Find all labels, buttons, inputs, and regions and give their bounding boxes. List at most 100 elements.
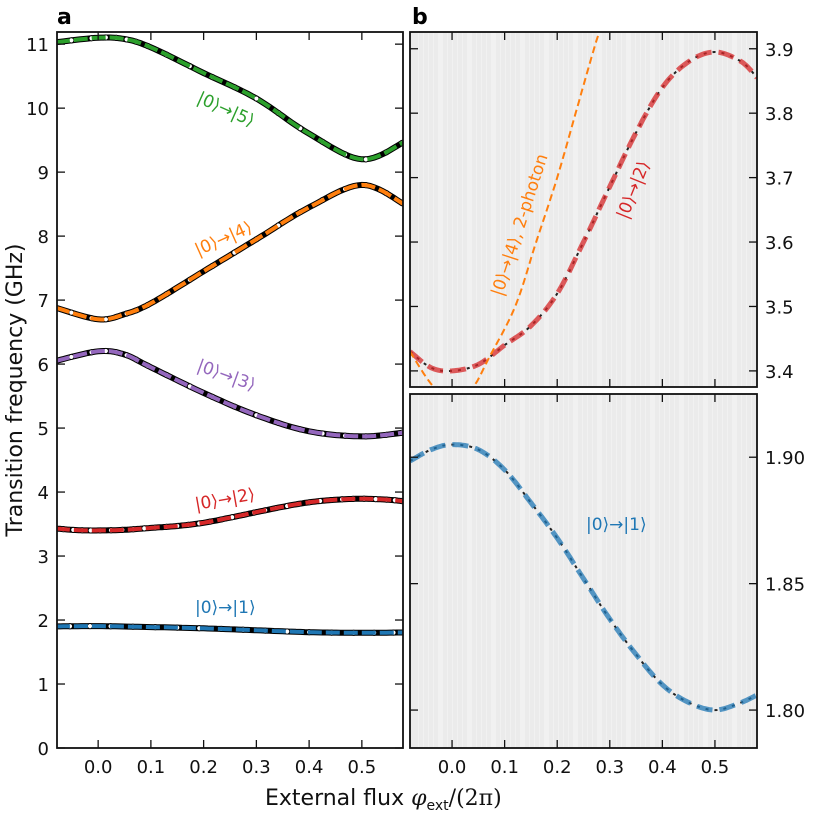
noise-stripe <box>641 394 645 748</box>
data-trace-2 <box>57 348 403 440</box>
noise-stripe <box>453 32 457 387</box>
y-tick-label: 4 <box>38 483 49 504</box>
noise-stripe <box>737 394 741 748</box>
y-tick-label: 3.5 <box>765 297 794 318</box>
noise-stripe <box>631 394 635 748</box>
noise-stripe <box>723 394 727 748</box>
noise-stripe <box>525 32 529 387</box>
noise-stripe <box>477 394 481 748</box>
label-b-0-1: |0⟩→|1⟩ <box>586 515 647 535</box>
noise-stripe <box>607 32 611 387</box>
x-tick-label: 0.0 <box>438 757 467 778</box>
noise-stripe <box>516 394 520 748</box>
noise-stripe <box>684 32 688 387</box>
y-tick-label: 2 <box>38 611 49 632</box>
noise-stripe <box>708 394 712 748</box>
noise-stripe <box>448 32 452 387</box>
y-tick-label: 3.8 <box>765 104 794 125</box>
noise-stripe <box>569 32 573 387</box>
y-tick-label: 8 <box>38 227 49 248</box>
noise-stripe <box>675 32 679 387</box>
x-tick-label: 0.1 <box>490 757 519 778</box>
x-axis-label-text: External flux <box>265 786 411 811</box>
noise-stripe <box>535 32 539 387</box>
noise-stripe <box>665 32 669 387</box>
x-tick-label: 0.4 <box>295 757 324 778</box>
noise-stripe <box>463 32 467 387</box>
noise-stripe <box>578 32 582 387</box>
label-0-4: |0⟩→|4⟩ <box>192 218 256 261</box>
noise-stripe <box>665 394 669 748</box>
data-trace-4 <box>57 34 403 163</box>
noise-stripe <box>477 32 481 387</box>
fit-line-0 <box>410 49 757 374</box>
noise-stripe <box>718 32 722 387</box>
fit-line-3 <box>57 182 403 322</box>
noise-stripe <box>655 32 659 387</box>
axes-frame <box>409 31 758 388</box>
noise-stripe <box>646 394 650 748</box>
noise-stripe <box>675 394 679 748</box>
noise-stripe <box>612 32 616 387</box>
fit-line-4 <box>57 35 403 162</box>
x-axis-label: External flux φext/(2π) <box>265 786 502 814</box>
noise-stripe <box>530 394 534 748</box>
noise-stripe <box>496 32 500 387</box>
data-trace-3 <box>57 181 403 323</box>
noise-stripe <box>713 394 717 748</box>
noise-stripe <box>670 32 674 387</box>
label-0-2: |0⟩→|2⟩ <box>193 485 256 515</box>
noise-stripe <box>540 32 544 387</box>
x-axis-tail: /(2π) <box>449 786 502 811</box>
noise-stripe <box>636 394 640 748</box>
noise-stripe <box>530 32 534 387</box>
noise-stripe <box>424 32 428 387</box>
noise-stripe <box>463 394 467 748</box>
noise-stripe <box>559 394 563 748</box>
noise-stripe <box>641 32 645 387</box>
noise-stripe <box>699 394 703 748</box>
noise-stripe <box>670 394 674 748</box>
x-tick-label: 0.5 <box>701 757 730 778</box>
y-tick-label: 5 <box>38 419 49 440</box>
y-tick-label: 0 <box>38 739 49 760</box>
noise-stripe <box>646 32 650 387</box>
fit-line-2 <box>57 349 403 439</box>
noise-stripe <box>622 32 626 387</box>
noise-stripe <box>569 394 573 748</box>
noise-stripe <box>747 394 751 748</box>
noise-stripe <box>434 32 438 387</box>
axes-frame <box>409 393 758 749</box>
noise-stripe <box>525 394 529 748</box>
y-tick-label: 1.90 <box>765 448 805 469</box>
noise-stripe <box>410 32 414 387</box>
noise-stripe <box>564 394 568 748</box>
y-tick-label: 3.4 <box>765 362 794 383</box>
label-0-1: |0⟩→|1⟩ <box>195 598 256 618</box>
y-tick-label: 3 <box>38 547 49 568</box>
noise-stripe <box>554 32 558 387</box>
noise-stripe <box>482 394 486 748</box>
label-0-3: |0⟩→|3⟩ <box>194 356 258 396</box>
y-tick-label: 3.7 <box>765 169 794 190</box>
noise-stripe <box>655 394 659 748</box>
noise-stripe <box>458 394 462 748</box>
noise-stripe <box>699 32 703 387</box>
noise-stripe <box>506 394 510 748</box>
noise-stripe <box>458 32 462 387</box>
noise-stripe <box>496 394 500 748</box>
y-tick-label: 9 <box>38 163 49 184</box>
noise-stripe <box>511 394 515 748</box>
fit-line-0 <box>410 442 757 713</box>
noise-stripe <box>516 32 520 387</box>
y-tick-label: 11 <box>26 35 49 56</box>
noise-stripe <box>689 394 693 748</box>
plot-area <box>410 32 757 387</box>
noise-stripe <box>718 394 722 748</box>
noise-stripe <box>429 394 433 748</box>
noise-stripe <box>549 394 553 748</box>
noise-stripe <box>752 394 756 748</box>
noise-stripe <box>583 394 587 748</box>
noise-stripe <box>472 32 476 387</box>
noise-stripe <box>564 32 568 387</box>
